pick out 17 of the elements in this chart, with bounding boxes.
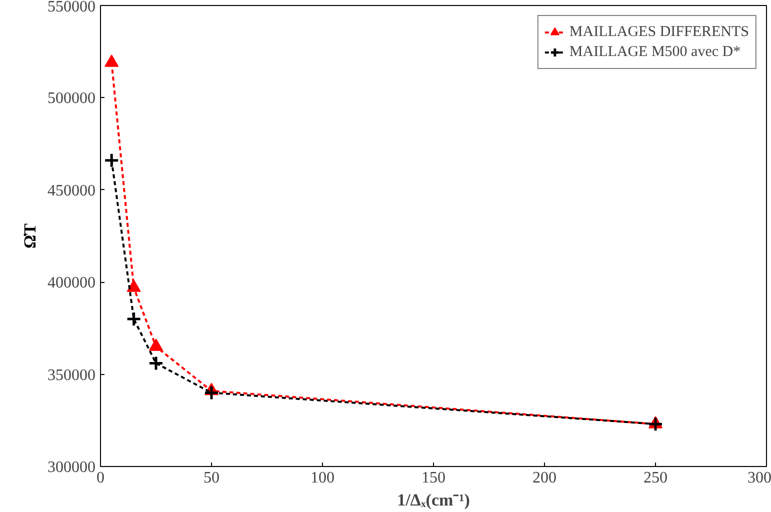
y-axis-title: Ω̇T <box>20 222 40 248</box>
x-tick-label: 150 <box>422 470 446 486</box>
y-tick-label: 300000 <box>48 459 96 476</box>
x-tick-label: 250 <box>644 470 668 486</box>
y-tick-label: 400000 <box>48 274 96 292</box>
x-tick-label: 0 <box>96 470 104 486</box>
legend-label: MAILLAGES DIFFERENTS <box>569 24 749 40</box>
legend-label: MAILLAGE M500 avec D* <box>569 44 741 60</box>
x-axis-title: 1/Δₓ(cm⁻¹) <box>397 490 470 510</box>
y-tick-label: 550000 <box>48 0 96 16</box>
x-tick-label: 50 <box>204 470 220 486</box>
y-tick-label: 450000 <box>48 182 96 200</box>
y-tick-label: 500000 <box>48 90 96 108</box>
x-tick-label: 100 <box>310 470 334 486</box>
y-tick-label: 350000 <box>48 366 96 384</box>
x-tick-label: 300 <box>748 470 771 486</box>
x-tick-label: 200 <box>532 470 556 486</box>
